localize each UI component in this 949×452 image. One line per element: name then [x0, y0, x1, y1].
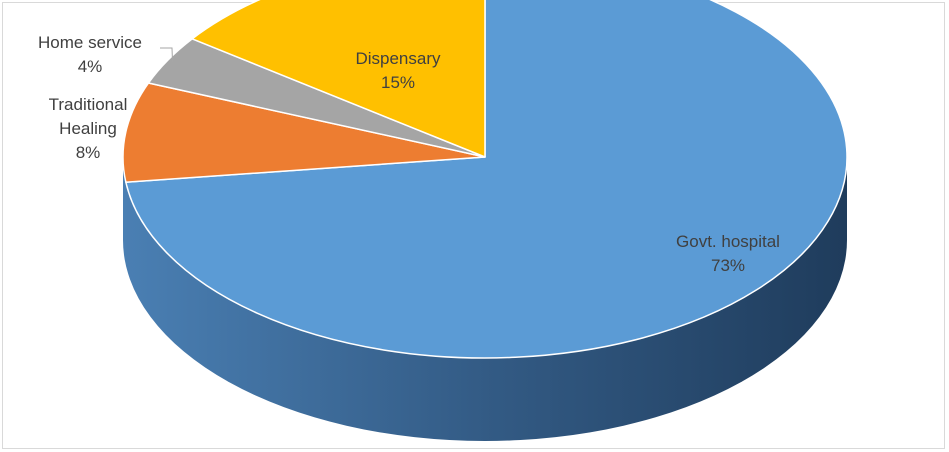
data-label-home-service: Home service 4%	[38, 33, 142, 76]
data-label-govt-hospital: Govt. hospital 73%	[676, 232, 780, 275]
pie-side-wall-shape	[123, 157, 847, 441]
pie-side-wall	[123, 157, 847, 441]
pie-slice-dispensary	[191, 0, 486, 158]
leader-line-home-service	[160, 47, 173, 62]
data-label-traditional-healing: Traditional Healing 8%	[49, 95, 128, 162]
data-label-dispensary: Dispensary 15%	[355, 49, 441, 92]
data-labels: Govt. hospital 73% Traditional Healing 8% Hom…	[38, 33, 780, 275]
pie-slice-govt-hospital	[125, 0, 848, 359]
leader-lines	[160, 47, 173, 62]
pie-top-face	[122, 0, 848, 359]
pie-slice-traditional-healing	[122, 82, 486, 183]
